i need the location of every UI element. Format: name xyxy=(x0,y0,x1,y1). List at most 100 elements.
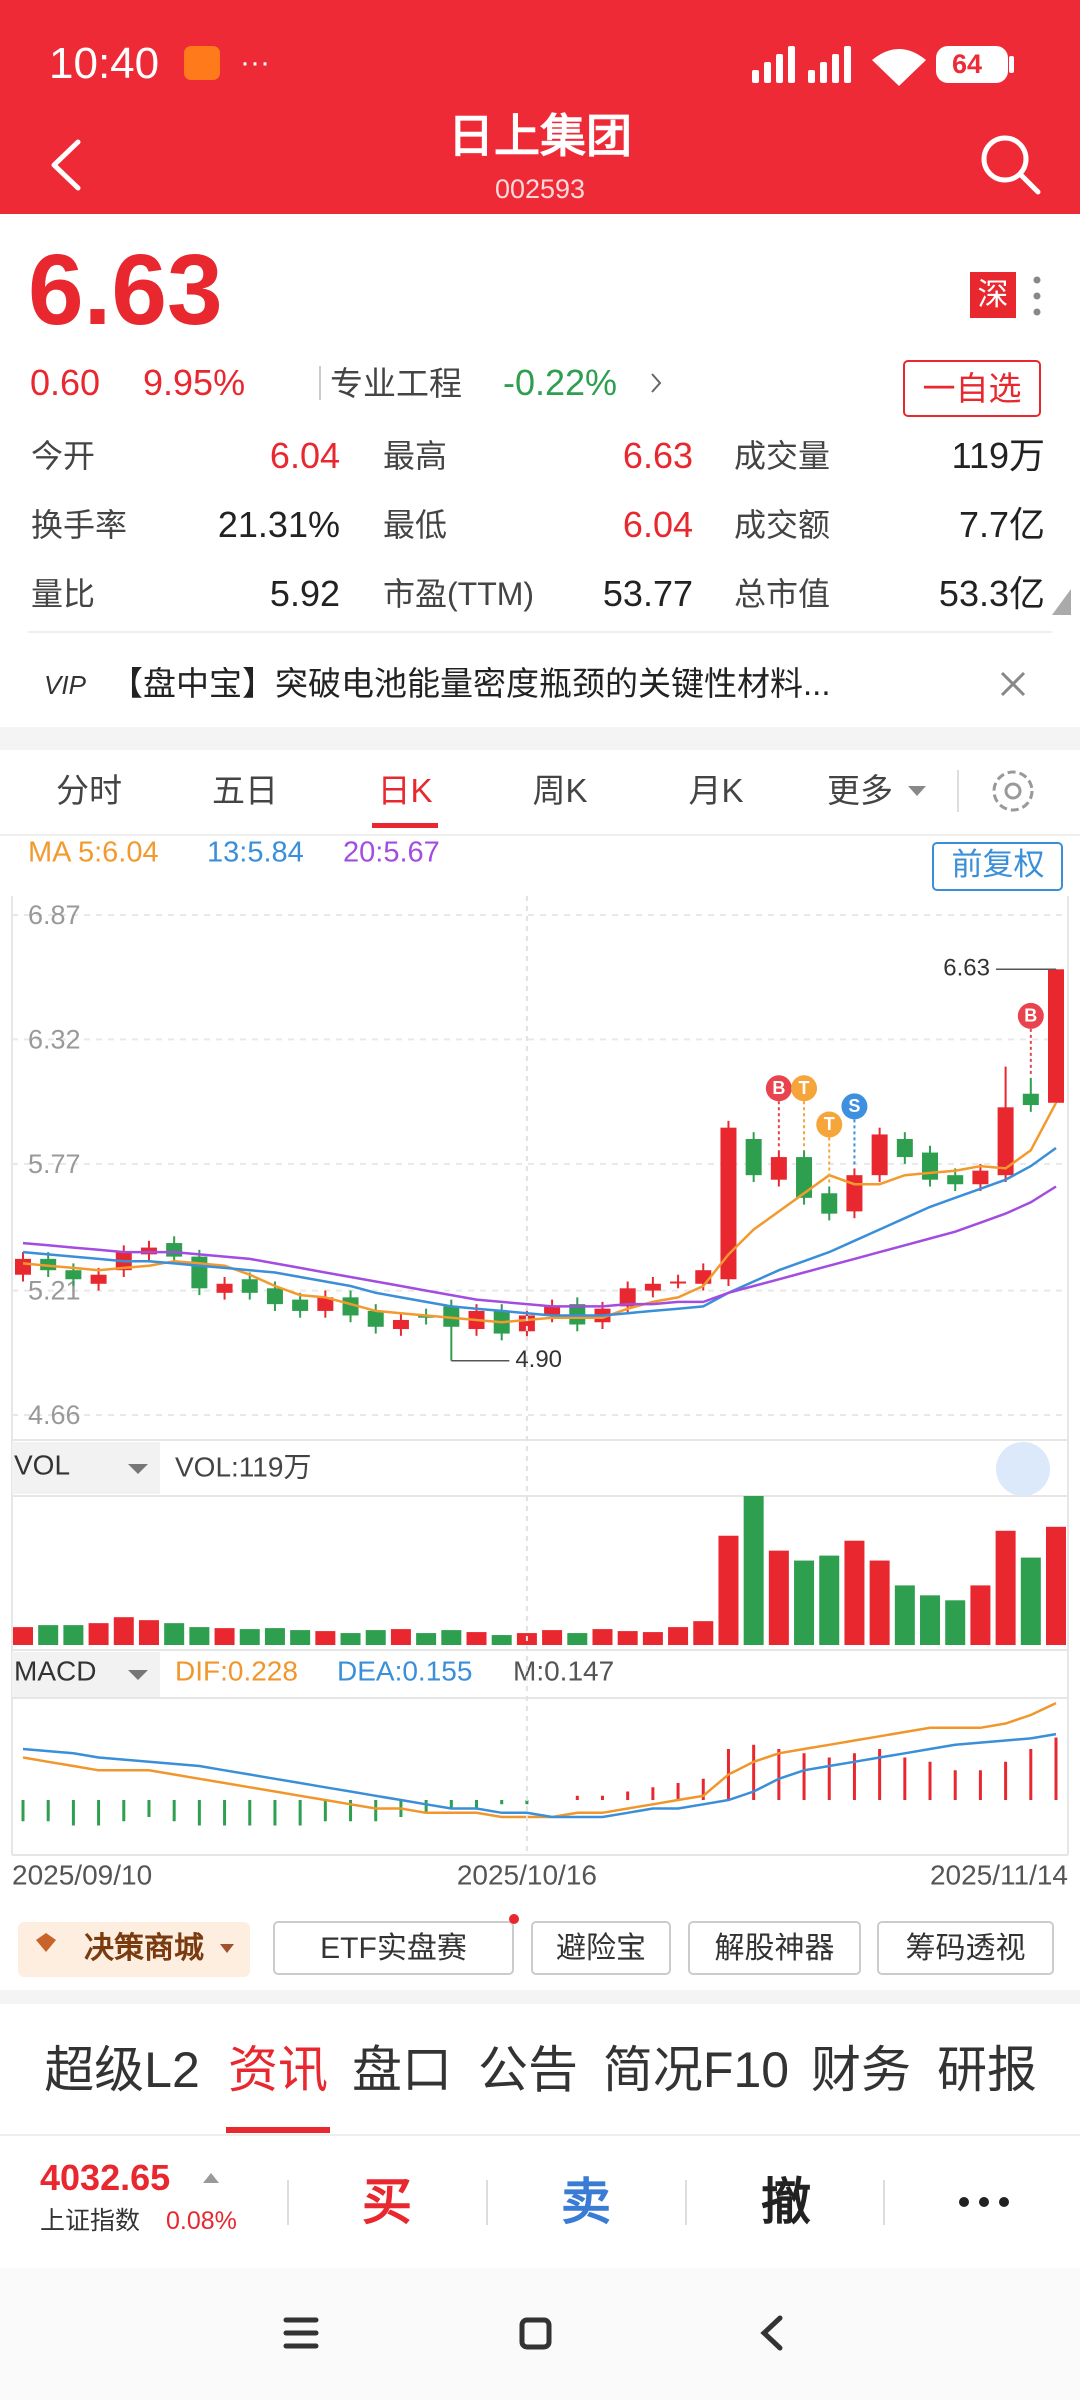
volume-bar xyxy=(718,1535,739,1645)
battery-icon xyxy=(936,46,1008,83)
ma-line xyxy=(22,1102,1058,1324)
dropdown-arrow xyxy=(908,786,926,796)
stat-value: 119万 xyxy=(951,435,1045,476)
stat-value: 7.7亿 xyxy=(958,504,1045,545)
trade-action[interactable]: 卖 xyxy=(561,2174,611,2230)
candle-body xyxy=(367,1310,384,1327)
volume-bar xyxy=(945,1600,966,1645)
legend-entry: DIF:0.228 xyxy=(175,1655,298,1686)
dropdown-arrow xyxy=(128,1464,148,1474)
macd-line xyxy=(22,1732,1057,1819)
volume-bar xyxy=(441,1630,462,1645)
candle-body xyxy=(871,1134,888,1176)
tool-label[interactable]: ETF实盘赛 xyxy=(320,1932,467,1965)
more-button[interactable] xyxy=(1033,276,1041,316)
volume-bar xyxy=(693,1621,714,1645)
candle-body xyxy=(15,1258,31,1275)
info-tab[interactable]: 公告 xyxy=(478,2042,578,2098)
nav-back-button[interactable] xyxy=(760,2315,783,2351)
volume-bar xyxy=(794,1560,815,1645)
volume-bar xyxy=(113,1617,134,1645)
search-button[interactable] xyxy=(981,135,1041,195)
trade-action[interactable]: 撤 xyxy=(761,2174,811,2230)
info-tab[interactable]: 简况F10 xyxy=(602,2042,790,2098)
menu-button[interactable] xyxy=(283,2317,319,2349)
info-tab[interactable]: 研报 xyxy=(937,2042,1037,2098)
watch-button-frame[interactable] xyxy=(903,360,1041,417)
candle-body xyxy=(922,1152,939,1180)
sector-change[interactable]: -0.22% xyxy=(503,362,618,403)
volume-bar xyxy=(668,1627,689,1645)
news-headline[interactable]: 【盘中宝】突破电池能量密度瓶颈的关键性材料... xyxy=(110,667,831,700)
volume-bar xyxy=(315,1631,336,1645)
settings-button[interactable] xyxy=(992,770,1034,812)
volume-bar xyxy=(1046,1526,1066,1645)
candle-body xyxy=(821,1193,838,1214)
chart-tab[interactable]: 更多 xyxy=(827,772,893,809)
info-tab[interactable]: 超级L2 xyxy=(44,2042,200,2098)
chart-tab[interactable]: 分时 xyxy=(56,772,122,809)
adjust-button[interactable]: 前复权 xyxy=(951,847,1045,882)
volume-bar xyxy=(13,1627,33,1645)
panel-label: MACD xyxy=(14,1655,96,1686)
volume-bar xyxy=(970,1585,991,1645)
chart-tab[interactable]: 月K xyxy=(688,772,744,809)
tool-label[interactable]: 决策商城 xyxy=(84,1932,204,1965)
volume-bar xyxy=(164,1623,185,1645)
info-tab[interactable]: 盘口 xyxy=(352,2042,452,2098)
volume-bar xyxy=(239,1629,260,1645)
wifi-icon xyxy=(872,49,926,86)
stock-name: 日上集团 xyxy=(448,110,632,162)
volume-bar xyxy=(290,1630,311,1645)
volume-bar xyxy=(189,1627,210,1645)
action-dividers xyxy=(287,2180,885,2225)
battery-tip xyxy=(1009,56,1014,73)
candle-body xyxy=(544,1306,561,1316)
tool-button xyxy=(877,1921,1054,1975)
sector-name[interactable]: 专业工程 xyxy=(330,365,462,402)
tool-label[interactable]: 解股神器 xyxy=(714,1932,835,1965)
y-tick-label: 6.87 xyxy=(28,900,81,930)
new-dot xyxy=(509,1914,519,1924)
close-news[interactable] xyxy=(1000,671,1026,697)
candle-body xyxy=(216,1283,233,1293)
fullscreen-button[interactable] xyxy=(996,1442,1050,1496)
home-button[interactable] xyxy=(519,2317,552,2350)
tool-label[interactable]: 筹码透视 xyxy=(905,1932,1026,1965)
more-actions[interactable] xyxy=(959,2197,1009,2207)
stat-label: 市盈(TTM) xyxy=(383,576,535,612)
info-tab[interactable]: 资讯 xyxy=(228,2042,328,2098)
chart-tab[interactable]: 五日 xyxy=(212,772,278,809)
tool-label[interactable]: 避险宝 xyxy=(556,1932,646,1965)
trade-action[interactable]: 买 xyxy=(362,2174,412,2230)
volume-bar xyxy=(743,1496,764,1645)
chart-tab[interactable]: 周K xyxy=(532,772,588,809)
candle-body xyxy=(1022,1093,1039,1106)
ma-line xyxy=(22,1185,1057,1308)
clock: 10:40 xyxy=(49,39,160,88)
back-button[interactable] xyxy=(51,139,81,191)
expand-corner[interactable] xyxy=(1052,589,1071,615)
index-change[interactable]: 0.08% xyxy=(166,2207,237,2235)
adjust-frame[interactable] xyxy=(932,842,1063,891)
volume-bar xyxy=(63,1625,84,1645)
stat-value: 53.3亿 xyxy=(938,573,1045,614)
volume-bar xyxy=(340,1633,361,1645)
candle-body xyxy=(796,1157,813,1198)
last-price: 6.63 xyxy=(28,234,223,346)
signal-icon xyxy=(752,46,851,83)
stat-label: 量比 xyxy=(31,576,96,612)
vip-tag: VIP xyxy=(44,670,86,700)
volume-bar xyxy=(390,1629,411,1645)
signal-label: T xyxy=(799,1078,810,1098)
stat-label: 换手率 xyxy=(31,507,128,543)
volume-bar xyxy=(768,1550,789,1645)
volume-bar xyxy=(466,1632,487,1645)
index-name[interactable]: 上证指数 xyxy=(40,2207,141,2235)
index-value[interactable]: 4032.65 xyxy=(40,2157,171,2198)
info-tab[interactable]: 财务 xyxy=(811,2042,911,2098)
watch-button[interactable]: 一自选 xyxy=(922,370,1022,407)
stat-label: 最高 xyxy=(383,438,448,474)
chart-tab[interactable]: 日K xyxy=(377,772,433,809)
